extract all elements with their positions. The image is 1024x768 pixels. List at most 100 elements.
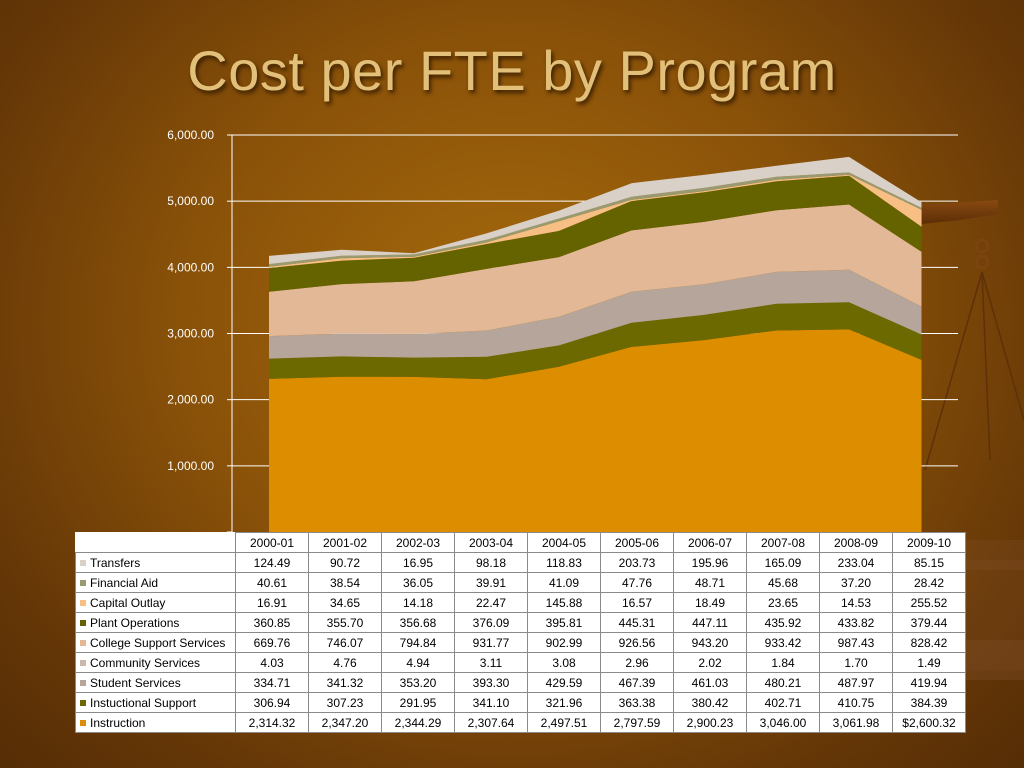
legend-swatch (80, 699, 86, 706)
series-label: Transfers (75, 552, 236, 573)
series-label: Capital Outlay (75, 592, 236, 613)
area-series-student-services (269, 269, 922, 359)
legend-swatch (80, 559, 86, 566)
area-series-transfers (269, 156, 922, 265)
data-cell: 341.10 (454, 692, 528, 713)
x-category-label: 2003-04 (454, 532, 528, 553)
area-series-college-support-services (269, 204, 922, 337)
table-row: Transfers 124.49 90.72 16.95 98.18 118.83 203.… (75, 552, 966, 573)
data-cell: 987.43 (819, 632, 893, 653)
data-cell: 22.47 (454, 592, 528, 613)
legend-label: Instuctional Support (90, 695, 197, 710)
data-cell: 926.56 (600, 632, 674, 653)
data-cell: 2,307.64 (454, 712, 528, 733)
x-category-label: 2004-05 (527, 532, 601, 553)
x-category-label: 2001-02 (308, 532, 382, 553)
data-cell: 445.31 (600, 612, 674, 633)
data-cell: 931.77 (454, 632, 528, 653)
table-row: Student Services 334.71 341.32 353.20 393.30… (75, 672, 966, 693)
legend-label: Instruction (90, 715, 146, 730)
y-tick-label: 2,000.00 (167, 393, 214, 407)
x-category-label: 2006-07 (673, 532, 747, 553)
series-label: Financial Aid (75, 572, 236, 593)
area-series-plant-operations (269, 175, 922, 292)
data-cell: 746.07 (308, 632, 382, 653)
data-cell: 145.88 (527, 592, 601, 613)
data-cell: 2,314.32 (235, 712, 309, 733)
table-row: Capital Outlay 16.91 34.65 14.18 22.47 145.88… (75, 592, 966, 613)
data-cell: 461.03 (673, 672, 747, 693)
data-cell: 379.44 (892, 612, 966, 633)
data-cell: 14.18 (381, 592, 455, 613)
x-category-label: 2007-08 (746, 532, 820, 553)
data-cell: 384.39 (892, 692, 966, 713)
data-cell: 2,900.23 (673, 712, 747, 733)
legend-label: Plant Operations (90, 615, 180, 630)
data-cell: 34.65 (308, 592, 382, 613)
legend-label: Community Services (90, 655, 201, 670)
data-cell: 124.49 (235, 552, 309, 573)
data-cell: 16.95 (381, 552, 455, 573)
data-cell: 203.73 (600, 552, 674, 573)
legend-swatch (80, 659, 86, 666)
y-tick-label: 1,000.00 (167, 459, 214, 473)
data-cell: 419.94 (892, 672, 966, 693)
data-cell: 47.76 (600, 572, 674, 593)
data-cell: 41.09 (527, 572, 601, 593)
data-cell: 334.71 (235, 672, 309, 693)
data-cell: 2.02 (673, 652, 747, 673)
data-cell: 360.85 (235, 612, 309, 633)
series-label: College Support Services (75, 632, 236, 653)
data-cell: 2,797.59 (600, 712, 674, 733)
data-cell: 828.42 (892, 632, 966, 653)
data-cell: 39.91 (454, 572, 528, 593)
data-cell: 669.76 (235, 632, 309, 653)
data-cell: 794.84 (381, 632, 455, 653)
table-row: Instuctional Support 306.94 307.23 291.95 34… (75, 692, 966, 713)
data-cell: 90.72 (308, 552, 382, 573)
data-cell: 2.96 (600, 652, 674, 673)
legend-label: College Support Services (90, 635, 226, 650)
table-row: Financial Aid 40.61 38.54 36.05 39.91 41.09 47… (75, 572, 966, 593)
data-cell: 1.84 (746, 652, 820, 673)
data-cell: 18.49 (673, 592, 747, 613)
data-cell: 341.32 (308, 672, 382, 693)
data-cell: 902.99 (527, 632, 601, 653)
data-cell: 307.23 (308, 692, 382, 713)
data-cell: 255.52 (892, 592, 966, 613)
data-cell: 380.42 (673, 692, 747, 713)
data-cell: 4.76 (308, 652, 382, 673)
series-label: Plant Operations (75, 612, 236, 633)
data-cell: 40.61 (235, 572, 309, 593)
data-cell: 3.11 (454, 652, 528, 673)
legend-label: Transfers (90, 555, 141, 570)
data-cell: 943.20 (673, 632, 747, 653)
data-cell: 321.96 (527, 692, 601, 713)
data-cell: 376.09 (454, 612, 528, 633)
data-cell: 165.09 (746, 552, 820, 573)
data-cell: 447.11 (673, 612, 747, 633)
series-label: Student Services (75, 672, 236, 693)
legend-swatch (80, 639, 86, 646)
data-cell: 4.94 (381, 652, 455, 673)
y-tick-label: 3,000.00 (167, 327, 214, 341)
data-cell: 98.18 (454, 552, 528, 573)
data-cell: 3,061.98 (819, 712, 893, 733)
data-cell: $2,600.32 (892, 712, 966, 733)
data-cell: 3,046.00 (746, 712, 820, 733)
legend-swatch (80, 579, 86, 586)
data-cell: 467.39 (600, 672, 674, 693)
data-cell: 353.20 (381, 672, 455, 693)
series-label: Community Services (75, 652, 236, 673)
area-series-instuctional-support (269, 302, 922, 380)
series-label: Instuctional Support (75, 692, 236, 713)
legend-label: Financial Aid (90, 575, 159, 590)
data-cell: 85.15 (892, 552, 966, 573)
data-cell: 2,497.51 (527, 712, 601, 733)
data-cell: 480.21 (746, 672, 820, 693)
legend-label: Capital Outlay (90, 595, 166, 610)
data-cell: 933.42 (746, 632, 820, 653)
data-cell: 38.54 (308, 572, 382, 593)
data-cell: 355.70 (308, 612, 382, 633)
data-cell: 393.30 (454, 672, 528, 693)
